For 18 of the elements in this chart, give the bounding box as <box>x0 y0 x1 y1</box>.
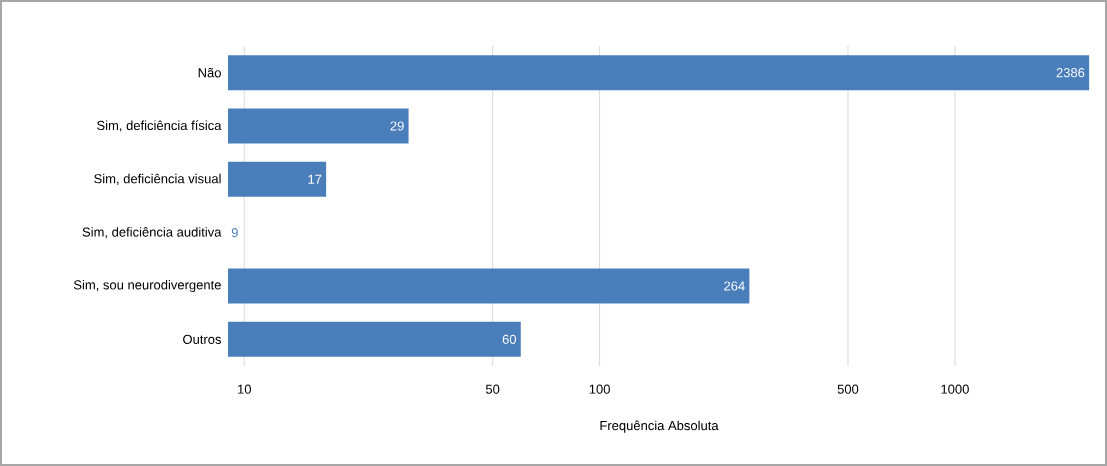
y-tick-label: Sim, sou neurodivergente <box>73 279 221 293</box>
data-label: 60 <box>502 334 517 344</box>
y-tick-label: Sim, deficiência física <box>97 120 222 132</box>
x-tick-label: 1000 <box>941 384 969 394</box>
data-label: 17 <box>308 174 322 184</box>
data-label: 2386 <box>1056 68 1085 78</box>
x-tick-label: 100 <box>589 384 610 394</box>
y-tick-label: Não <box>198 67 221 78</box>
data-label: 9 <box>231 228 238 238</box>
x-tick-label: 50 <box>485 384 500 394</box>
y-tick-label: Sim, deficiência auditiva <box>82 227 222 239</box>
data-label: 29 <box>390 121 404 131</box>
x-tick-label: 10 <box>238 384 251 394</box>
y-tick-label: Outros <box>183 334 222 344</box>
x-tick-label: 500 <box>837 384 859 394</box>
y-tick-label: Sim, deficiência visual <box>94 173 221 185</box>
x-axis-title: Frequência Absoluta <box>600 420 719 433</box>
data-label: 264 <box>724 281 745 291</box>
